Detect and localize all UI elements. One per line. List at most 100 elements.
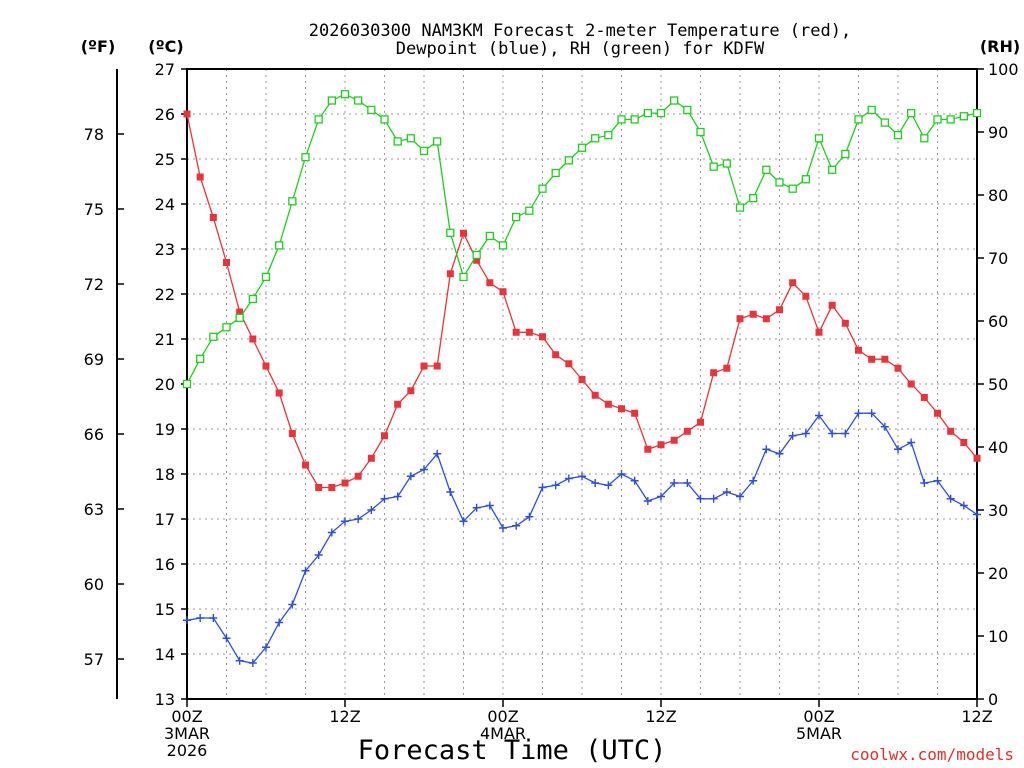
rh-point	[920, 134, 929, 143]
dewpoint-point	[643, 497, 652, 505]
rh-point	[288, 197, 297, 206]
rh-point	[301, 153, 310, 162]
temperature-point	[381, 432, 388, 440]
rh-point	[801, 175, 810, 184]
rh-point	[762, 165, 771, 174]
temperature-point	[920, 394, 928, 401]
rh-point	[749, 193, 758, 203]
rh-point	[959, 112, 968, 121]
dewpoint-point	[183, 616, 191, 625]
temperature-point	[591, 391, 599, 399]
dewpoint-point	[854, 409, 863, 418]
temperature-point	[881, 355, 889, 363]
temperature-point	[367, 454, 375, 462]
temperature-point	[578, 376, 586, 383]
rh-point	[393, 137, 402, 146]
rh-point	[433, 137, 442, 146]
dewpoint-point	[591, 479, 600, 487]
temperature-point	[525, 328, 533, 336]
dewpoint-point	[327, 528, 336, 537]
temperature-point	[328, 484, 336, 491]
rh-point	[907, 108, 916, 118]
temperature-point	[697, 418, 704, 426]
celsius-tick-label: 13	[155, 690, 175, 709]
temperature-point	[855, 346, 862, 354]
fahrenheit-tick-label: 57	[84, 650, 104, 669]
rh-point	[472, 250, 481, 260]
rh-point	[538, 184, 547, 193]
temperature-point	[802, 292, 810, 300]
temperature-point	[420, 362, 428, 370]
dewpoint-point	[617, 470, 626, 478]
temperature-point	[776, 306, 783, 314]
temperature-point	[315, 484, 323, 491]
fahrenheit-tick-label: 63	[84, 500, 104, 519]
chart-title-line2: Dewpoint (blue), RH (green) for KDFW	[396, 39, 765, 59]
rh-point	[380, 115, 389, 124]
rh-point	[419, 146, 429, 156]
x-tick-label: 00Z	[487, 707, 518, 726]
temperature-point	[433, 362, 441, 370]
temperature-point	[512, 328, 520, 336]
temperature-point	[973, 454, 981, 462]
temperature-point	[262, 362, 270, 370]
dewpoint-point	[815, 411, 823, 420]
rh-point	[235, 313, 244, 323]
dewpoint-point	[235, 656, 244, 665]
rh-tick-label: 60	[988, 312, 1008, 331]
rh-point	[459, 272, 468, 282]
dewpoint-point	[209, 614, 218, 622]
rh-point	[656, 108, 666, 118]
rh-point	[498, 241, 508, 250]
rh-point	[643, 108, 652, 118]
rh-point	[446, 228, 455, 237]
dewpoint-point	[775, 449, 784, 458]
rh-tick-label: 50	[988, 375, 1008, 394]
rh-point	[683, 105, 692, 115]
x-tick-label: 00Z	[803, 707, 834, 726]
celsius-tick-label: 16	[155, 555, 175, 574]
series-temperature	[183, 110, 981, 491]
rh-point	[972, 108, 982, 118]
dewpoint-point	[946, 494, 955, 503]
dewpoint-point	[762, 445, 771, 454]
temperature-point	[815, 328, 823, 336]
celsius-tick-label: 23	[155, 240, 175, 259]
celsius-tick-label: 20	[155, 375, 175, 394]
rh-point	[196, 354, 205, 363]
fahrenheit-tick-label: 60	[84, 575, 104, 594]
celsius-tick-label: 26	[155, 105, 175, 124]
rh-point	[828, 165, 837, 174]
temperature-point	[841, 319, 849, 327]
gridlines	[187, 69, 977, 699]
dewpoint-point	[248, 659, 257, 667]
temperature-point	[670, 436, 678, 444]
temperature-point	[657, 441, 665, 449]
series-dewpoint	[183, 409, 981, 667]
fahrenheit-tick-label: 69	[84, 350, 104, 369]
rh-point	[512, 212, 521, 222]
dewpoint-point	[630, 476, 639, 485]
temperature-point	[236, 308, 244, 316]
temperature-point	[288, 430, 296, 437]
rh-tick-label: 20	[988, 564, 1008, 583]
temperature-point	[723, 364, 731, 372]
rh-tick-label: 100	[988, 60, 1019, 79]
temperature-point	[683, 427, 691, 435]
temperature-point	[552, 351, 560, 359]
x-tick-label: 5MAR	[796, 724, 842, 743]
temperature-point	[565, 360, 573, 368]
dewpoint-point	[736, 492, 744, 501]
rh-tick-label: 10	[988, 627, 1008, 646]
celsius-unit-label: (ºC)	[148, 37, 183, 56]
temperature-point	[183, 110, 191, 118]
dewpoint-point	[301, 566, 310, 575]
dewpoint-point	[433, 449, 442, 458]
dewpoint-point	[406, 472, 415, 481]
dewpoint-point	[670, 479, 679, 487]
temperature-point	[499, 288, 507, 296]
dewpoint-point	[578, 472, 586, 481]
temperature-point	[604, 400, 612, 408]
temperature-point	[223, 259, 230, 266]
dewpoint-point	[420, 465, 428, 474]
